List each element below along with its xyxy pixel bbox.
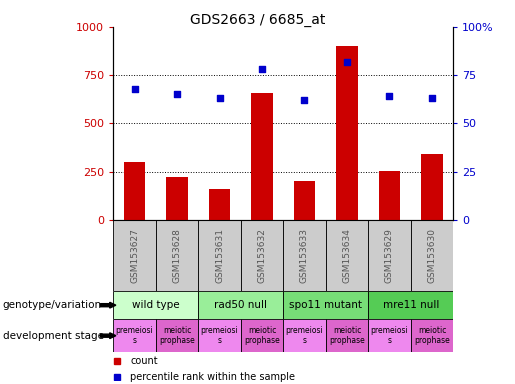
Bar: [410, 220, 453, 291]
Bar: [368, 291, 453, 319]
Bar: [209, 189, 230, 220]
Text: meiotic
prophase: meiotic prophase: [329, 326, 365, 345]
Point: [130, 86, 139, 92]
Bar: [368, 319, 410, 352]
Bar: [294, 181, 315, 220]
Text: GSM153631: GSM153631: [215, 228, 224, 283]
Point: [428, 95, 436, 101]
Bar: [368, 220, 410, 291]
Bar: [283, 220, 325, 291]
Bar: [113, 291, 198, 319]
Bar: [198, 319, 241, 352]
Bar: [113, 220, 156, 291]
Text: premeiosi
s: premeiosi s: [201, 326, 238, 345]
Text: rad50 null: rad50 null: [214, 300, 267, 310]
Point: [173, 91, 181, 98]
Bar: [251, 93, 272, 220]
Bar: [410, 319, 453, 352]
Bar: [421, 154, 442, 220]
Bar: [241, 319, 283, 352]
Bar: [166, 177, 187, 220]
Text: wild type: wild type: [132, 300, 180, 310]
Text: premeiosi
s: premeiosi s: [116, 326, 153, 345]
Text: count: count: [130, 356, 158, 366]
Bar: [198, 220, 241, 291]
Text: GSM153629: GSM153629: [385, 228, 394, 283]
Text: GSM153628: GSM153628: [173, 228, 181, 283]
Text: meiotic
prophase: meiotic prophase: [159, 326, 195, 345]
Text: meiotic
prophase: meiotic prophase: [244, 326, 280, 345]
Point: [343, 59, 351, 65]
Text: GSM153634: GSM153634: [342, 228, 351, 283]
Bar: [113, 319, 156, 352]
Text: GSM153633: GSM153633: [300, 228, 309, 283]
Bar: [156, 220, 198, 291]
Bar: [124, 162, 145, 220]
Bar: [379, 171, 400, 220]
Text: GSM153630: GSM153630: [427, 228, 436, 283]
Text: premeiosi
s: premeiosi s: [286, 326, 323, 345]
Text: percentile rank within the sample: percentile rank within the sample: [130, 372, 295, 382]
Text: development stage: development stage: [3, 331, 104, 341]
Bar: [325, 220, 368, 291]
Point: [258, 66, 266, 73]
Text: spo11 mutant: spo11 mutant: [289, 300, 362, 310]
Text: mre11 null: mre11 null: [383, 300, 439, 310]
Bar: [325, 319, 368, 352]
Text: GSM153632: GSM153632: [258, 228, 266, 283]
Point: [385, 93, 393, 99]
Bar: [283, 319, 325, 352]
Text: premeiosi
s: premeiosi s: [371, 326, 408, 345]
Bar: [156, 319, 198, 352]
Point: [215, 95, 224, 101]
Bar: [198, 291, 283, 319]
Bar: [283, 291, 368, 319]
Point: [300, 97, 308, 103]
Text: meiotic
prophase: meiotic prophase: [414, 326, 450, 345]
Text: genotype/variation: genotype/variation: [3, 300, 101, 310]
Bar: [336, 46, 357, 220]
Text: GDS2663 / 6685_at: GDS2663 / 6685_at: [190, 13, 325, 27]
Bar: [241, 220, 283, 291]
Text: GSM153627: GSM153627: [130, 228, 139, 283]
